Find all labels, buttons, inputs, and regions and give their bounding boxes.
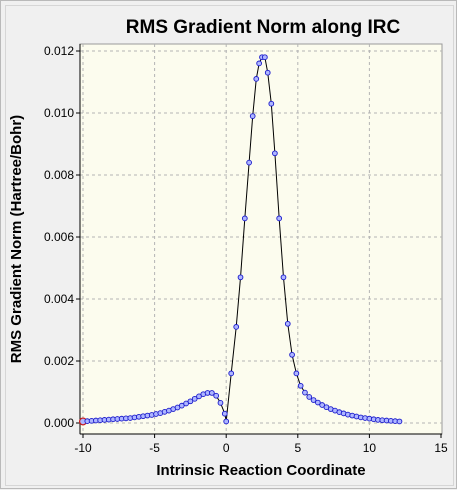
grid-lines xyxy=(80,44,442,434)
y-tick-label: 0.012 xyxy=(44,44,74,58)
data-point[interactable] xyxy=(221,410,228,417)
data-point[interactable] xyxy=(268,100,275,107)
data-point[interactable] xyxy=(256,60,262,67)
data-point[interactable] xyxy=(217,400,224,406)
data-point[interactable] xyxy=(213,392,220,399)
y-tick-label: 0.010 xyxy=(44,106,74,120)
data-point[interactable] xyxy=(310,397,317,403)
data-point[interactable] xyxy=(209,390,215,396)
data-point[interactable] xyxy=(272,150,278,157)
data-point[interactable] xyxy=(233,324,240,330)
data-point[interactable] xyxy=(264,69,271,76)
x-tick-label: 10 xyxy=(363,441,377,455)
x-tick-label: 0 xyxy=(223,441,230,455)
data-point[interactable] xyxy=(280,274,287,281)
data-point[interactable] xyxy=(284,320,291,327)
data-point[interactable] xyxy=(241,215,248,222)
y-tick-label: 0.006 xyxy=(44,230,74,244)
data-point[interactable] xyxy=(306,394,313,400)
data-point[interactable] xyxy=(297,382,304,389)
data-point[interactable] xyxy=(228,370,235,377)
data-point[interactable] xyxy=(223,418,230,425)
data-point[interactable] xyxy=(289,351,295,358)
y-tick-label: 0.004 xyxy=(44,292,74,306)
data-point[interactable] xyxy=(187,398,194,405)
data-point[interactable] xyxy=(196,393,202,400)
y-tick-label: 0.008 xyxy=(44,168,74,182)
series-irc xyxy=(78,54,403,426)
data-point[interactable] xyxy=(293,370,300,377)
data-point[interactable] xyxy=(396,418,403,425)
y-tick-label: 0.000 xyxy=(44,416,74,430)
data-point[interactable] xyxy=(237,274,244,281)
data-point[interactable] xyxy=(191,395,198,402)
data-point[interactable] xyxy=(183,400,189,407)
data-point[interactable] xyxy=(315,399,321,406)
tick-labels: -10 -5 0 5 10 15 0.000 0.002 0.004 0.006 0.008 0.01… xyxy=(44,44,448,455)
data-point[interactable] xyxy=(246,159,252,166)
data-point[interactable] xyxy=(276,215,283,222)
data-point[interactable] xyxy=(249,113,256,119)
chart-title: RMS Gradient Norm along IRC xyxy=(126,17,401,38)
y-axis-label: RMS Gradient Norm (Hartree/Bohr) xyxy=(8,115,25,363)
data-point[interactable] xyxy=(253,76,260,82)
data-point[interactable] xyxy=(302,389,308,396)
x-axis-label: Intrinsic Reaction Coordinate xyxy=(156,462,365,479)
y-tick-label: 0.002 xyxy=(44,354,74,368)
plot-area xyxy=(79,43,443,435)
x-tick-label: 15 xyxy=(434,441,448,455)
x-tick-label: -5 xyxy=(149,441,160,455)
x-tick-label: 5 xyxy=(294,441,301,455)
axes xyxy=(76,44,442,438)
data-point[interactable] xyxy=(262,54,268,61)
data-point[interactable] xyxy=(178,402,185,409)
x-tick-label: -10 xyxy=(74,441,92,455)
data-point[interactable] xyxy=(319,402,325,408)
